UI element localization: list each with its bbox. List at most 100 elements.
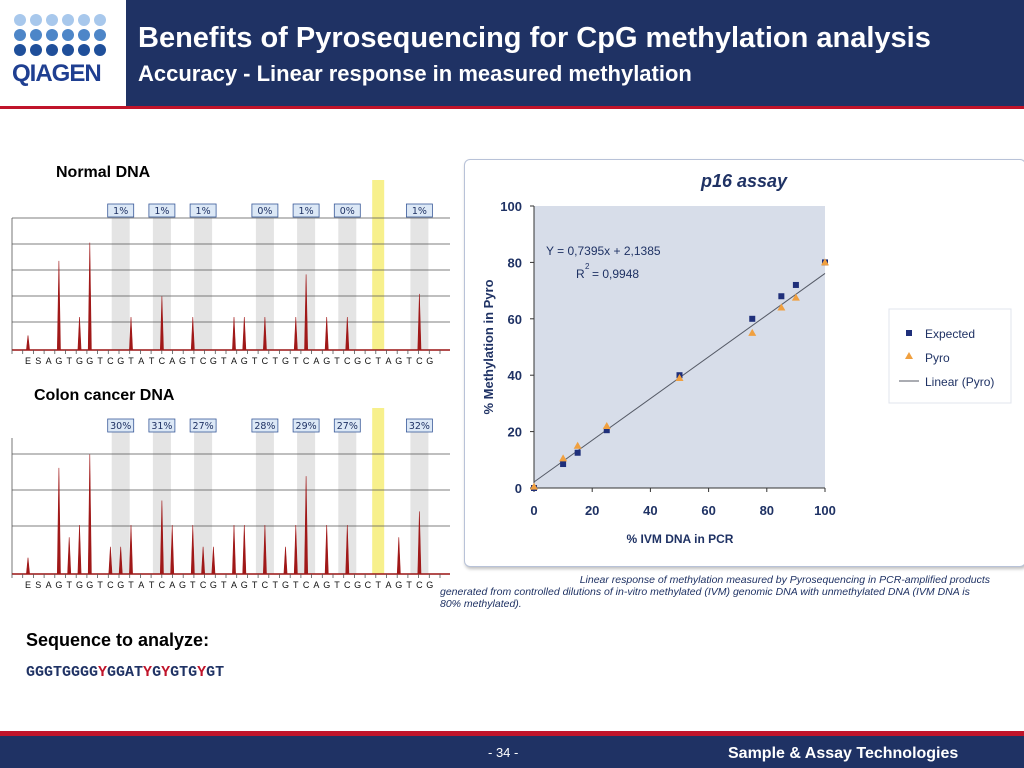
dispensation-letter: G — [426, 356, 433, 366]
expected-point — [778, 293, 785, 300]
sequence-label: Sequence to analyze: — [26, 630, 210, 650]
expected-point — [603, 427, 610, 434]
cpg-site-band — [255, 218, 274, 350]
cpg-site-band — [338, 218, 357, 350]
pyrogram-peak — [159, 500, 164, 575]
pyrogram-peak — [118, 546, 123, 575]
dispensation-letter: T — [128, 356, 134, 366]
dispensation-letter: T — [149, 580, 155, 590]
dispensation-letter: A — [169, 580, 175, 590]
dispensation-letter: T — [375, 580, 381, 590]
methylation-percent: 0% — [340, 206, 355, 217]
dispensation-letter: A — [231, 580, 237, 590]
x-tick-label: 80 — [760, 503, 774, 518]
figure-caption: Linear response of methylation measured … — [440, 574, 992, 610]
pyrogram-peak — [201, 546, 206, 575]
dispensation-letter: T — [128, 580, 134, 590]
pyrogram-peak — [26, 335, 30, 351]
dispensation-letter: G — [426, 580, 433, 590]
methylation-percent-box — [189, 203, 217, 218]
cpg-site-band — [194, 432, 213, 574]
dispensation-letter: C — [303, 356, 310, 366]
dispensation-letter: C — [365, 580, 372, 590]
pyro-point — [559, 454, 568, 462]
dispensation-letter: G — [210, 580, 217, 590]
pyrogram-peak — [129, 525, 133, 575]
pyro-point — [777, 303, 786, 311]
y-tick-label: 60 — [508, 312, 522, 327]
dispensation-letter: A — [169, 356, 175, 366]
dispensation-letter: C — [200, 356, 207, 366]
y-tick-label: 100 — [500, 199, 522, 214]
pyrogram-peak — [417, 293, 422, 351]
dispensation-letter: G — [55, 356, 62, 366]
dispensation-letter: T — [334, 356, 340, 366]
colon-cancer-dna-label: Colon cancer DNA — [34, 387, 175, 404]
methylation-percent-box — [251, 203, 279, 218]
legend-expected-label: Expected — [925, 327, 975, 341]
y-tick-label: 0 — [515, 481, 522, 496]
footer-tagline: Sample & Assay Technologies — [728, 745, 959, 762]
qiagen-logo: QIAGEN — [0, 0, 126, 106]
header-divider — [0, 106, 1024, 109]
dispensation-letter: C — [416, 356, 423, 366]
cpg-site-band — [410, 432, 429, 574]
pyrogram-peak — [417, 511, 422, 575]
dispensation-letter: C — [262, 356, 269, 366]
methylation-percent-box — [405, 418, 433, 433]
methylation-percent-box — [107, 418, 135, 433]
r-squared-label: R — [576, 267, 585, 281]
pyrogram-peak — [345, 525, 350, 575]
pyrogram-peak — [242, 317, 247, 351]
expected-point — [560, 461, 567, 468]
footer-divider — [0, 731, 1024, 736]
expected-point — [792, 281, 799, 288]
bisulfite-control-highlight — [372, 408, 385, 574]
methylation-percent-box — [333, 203, 361, 218]
seq-part: GGAT — [107, 664, 144, 681]
dispensation-letter: G — [354, 580, 361, 590]
expected-point — [749, 315, 756, 322]
methylation-percent: 29% — [296, 421, 317, 432]
seq-part: GT — [206, 664, 225, 681]
seq-variable-site: Y — [143, 664, 153, 681]
y-axis-label: % Methylation in Pyro — [481, 279, 496, 414]
methylation-percent: 1% — [154, 206, 169, 217]
dispensation-letter: T — [293, 356, 299, 366]
dispensation-letter: T — [190, 580, 196, 590]
cpg-site-band — [255, 432, 274, 574]
x-tick-label: 40 — [643, 503, 657, 518]
pyrogram-peak — [56, 260, 61, 351]
dispensation-letter: G — [117, 356, 124, 366]
pyrogram-peak — [304, 476, 309, 575]
dispensation-letter: T — [406, 356, 412, 366]
pyrogram-peak — [293, 317, 298, 351]
header-bar — [0, 0, 1024, 106]
dispensation-letter: G — [282, 580, 289, 590]
methylation-percent-box — [292, 418, 320, 433]
dispensation-letter: T — [293, 580, 299, 590]
dispensation-letter: S — [35, 580, 41, 590]
methylation-percent: 1% — [113, 206, 128, 217]
pyrogram-peak — [77, 317, 82, 351]
plot-area — [534, 206, 825, 488]
dispensation-letter: G — [76, 580, 83, 590]
dispensation-letter: T — [406, 580, 412, 590]
dispensation-letter: A — [313, 580, 319, 590]
seq-variable-site: Y — [161, 664, 171, 681]
dispensation-letter: E — [25, 580, 31, 590]
cpg-site-band — [111, 218, 130, 350]
pyro-point — [675, 374, 684, 382]
dispensation-letter: A — [46, 580, 52, 590]
x-tick-label: 100 — [814, 503, 836, 518]
r-squared-exponent: 2 — [585, 262, 590, 271]
dispensation-letter: C — [344, 580, 351, 590]
dispensation-letter: G — [86, 580, 93, 590]
dispensation-letter: G — [117, 580, 124, 590]
methylation-percent: 0% — [257, 206, 272, 217]
x-tick-label: 0 — [530, 503, 537, 518]
dispensation-letter: A — [231, 356, 237, 366]
slide-subtitle: Accuracy - Linear response in measured m… — [138, 61, 692, 86]
